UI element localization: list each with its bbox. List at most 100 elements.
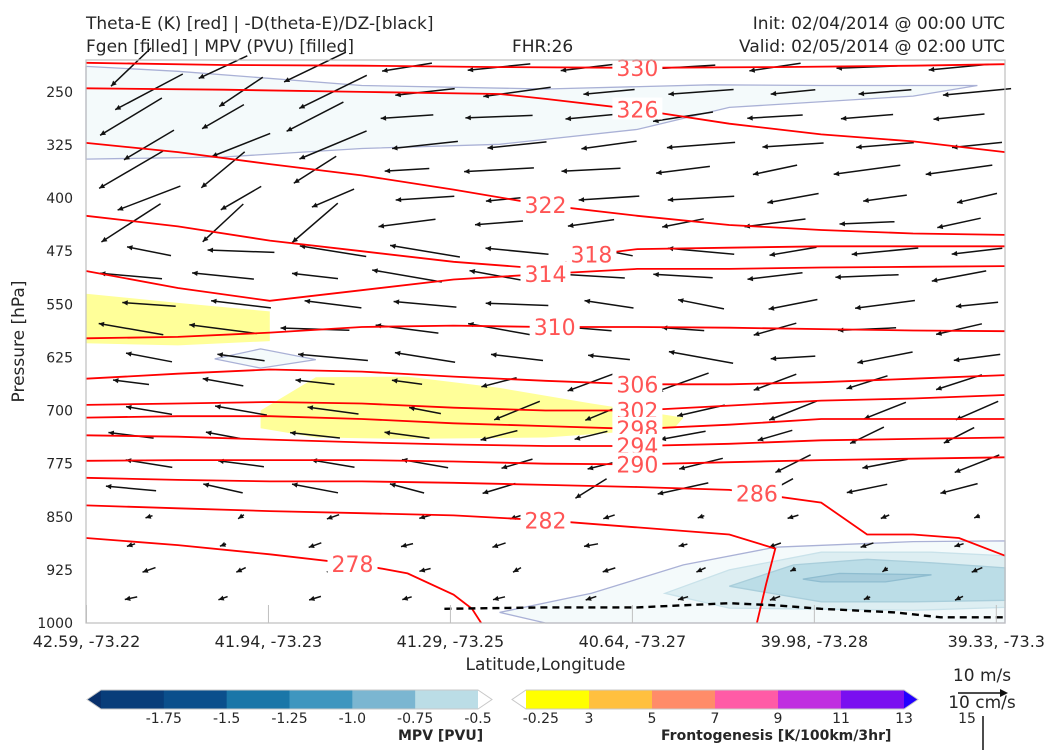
wind-arrow-head [679, 465, 685, 471]
wind-arrow-head [769, 595, 776, 601]
wind-arrow [474, 220, 524, 226]
fgen-colorbar-swatch [715, 690, 779, 709]
wind-arrow-head [105, 484, 112, 490]
mpv-region-4 [802, 572, 932, 583]
dtheta-dz-contours [444, 601, 1005, 619]
wind-arrow [849, 426, 885, 445]
theta-e-contours: 3303263223183143103063022982942902862822… [85, 55, 1006, 624]
chart-title-line2: Fgen [filled] | MPV (PVU) [filled] [86, 37, 355, 57]
wind-arrow-head [99, 183, 106, 189]
wind-arrow [372, 269, 442, 283]
wind-arrow [953, 353, 1001, 362]
wind-arrow-head [850, 438, 857, 444]
wind-arrow [299, 130, 367, 160]
wind-arrow-head [292, 482, 298, 488]
wind-arrow-head [493, 595, 499, 601]
wind-arrow-head [124, 595, 131, 601]
wind-arrow [856, 141, 914, 149]
wind-arrow-head [126, 351, 132, 357]
wind-arrow-head [931, 277, 938, 283]
wind-arrow [588, 354, 630, 361]
wind-arrow [657, 372, 709, 393]
wind-arrow-head [957, 199, 963, 205]
wind-arrow [951, 247, 1003, 255]
theta-e-label-bg [612, 452, 663, 475]
wind-arrow-head [308, 543, 315, 548]
theta-e-contour-298 [85, 415, 1005, 430]
wind-arrow-head [482, 489, 489, 495]
theta-e-label-bg [566, 242, 617, 265]
fgen-colorbar-max-tip [904, 690, 918, 709]
mpv-colorbar-tick-label: -0.5 [464, 711, 491, 727]
wind-arrow-head [775, 467, 782, 473]
theta-e-label: 282 [525, 509, 567, 534]
fgen-colorbar-tick-label: 13 [895, 711, 913, 727]
theta-e-contour-330 [85, 61, 1006, 69]
wind-arrow [291, 272, 339, 280]
theta-e-contour-302 [85, 394, 1006, 412]
wind-arrow-head [298, 352, 304, 358]
wind-arrow-head [862, 464, 869, 470]
wind-arrow-head [401, 542, 407, 548]
theta-e-contour-318 [85, 214, 1005, 270]
wind-arrow-head [567, 222, 574, 228]
y-tick-label: 325 [46, 138, 73, 154]
wind-arrow-head [402, 595, 409, 601]
wind-arrow [298, 353, 368, 362]
mpv-region-0 [85, 65, 978, 160]
wind-arrow-head [747, 115, 753, 121]
wind-arrow [218, 459, 264, 468]
wind-arrow [126, 246, 172, 257]
wind-arrow [857, 351, 913, 364]
wind-arrow [668, 350, 734, 365]
theta-e-label-bg [327, 551, 378, 574]
wind-arrow-head [382, 67, 388, 73]
wind-arrow-head [395, 197, 402, 203]
wind-arrow-head [857, 359, 864, 365]
forecast-hour: FHR:26 [512, 37, 574, 57]
wind-arrow-head [767, 199, 774, 205]
wind-arrow-head [567, 386, 574, 392]
mpv-colorbar-outline [86, 689, 493, 710]
wind-arrow [189, 323, 257, 335]
wind-arrow-head [201, 182, 208, 188]
x-tick-label: 39.98, -73.28 [761, 632, 869, 651]
x-tick-label: 41.29, -73.25 [397, 632, 505, 651]
wind-arrow-head [326, 514, 333, 520]
wind-arrow [98, 322, 164, 336]
wind-arrow-head [752, 170, 759, 176]
wind-arrow [855, 299, 915, 309]
wind-arrow [311, 459, 355, 469]
mpv-region-5 [214, 348, 316, 369]
wind-arrow-head [494, 415, 501, 421]
wind-arrow-head [311, 202, 318, 208]
wind-arrow [942, 87, 1012, 96]
wind-arrow-head [662, 223, 668, 229]
wind-arrow [493, 400, 541, 421]
wind-arrow-head [864, 414, 871, 420]
wind-arrow [123, 129, 175, 161]
wind-arrow [770, 355, 816, 360]
wind-arrow [384, 167, 430, 172]
wind-arrow-head [378, 223, 385, 229]
wind-arrow-head [126, 405, 132, 411]
wind-arrow-head [122, 300, 128, 306]
wind-arrow [99, 272, 163, 280]
wind-arrow-head [111, 80, 117, 87]
wind-arrow-head [856, 144, 862, 150]
y-tick-label: 925 [46, 563, 73, 579]
wind-arrow [744, 218, 806, 228]
wind-arrow-head [863, 197, 869, 203]
y-tick-label: 400 [46, 191, 73, 207]
wind-arrow-head [762, 144, 768, 150]
wind-arrow [937, 217, 981, 229]
wind-arrow [217, 353, 265, 362]
fgen-colorbar-min-tip [512, 690, 526, 709]
wind-arrow [110, 47, 152, 87]
wind-arrow [839, 220, 895, 225]
wind-arrow [122, 301, 176, 307]
wind-arrow-head [286, 126, 293, 132]
wind-arrow-head [113, 378, 119, 384]
wind-arrow-head [299, 154, 306, 160]
wind-arrow [752, 164, 798, 176]
